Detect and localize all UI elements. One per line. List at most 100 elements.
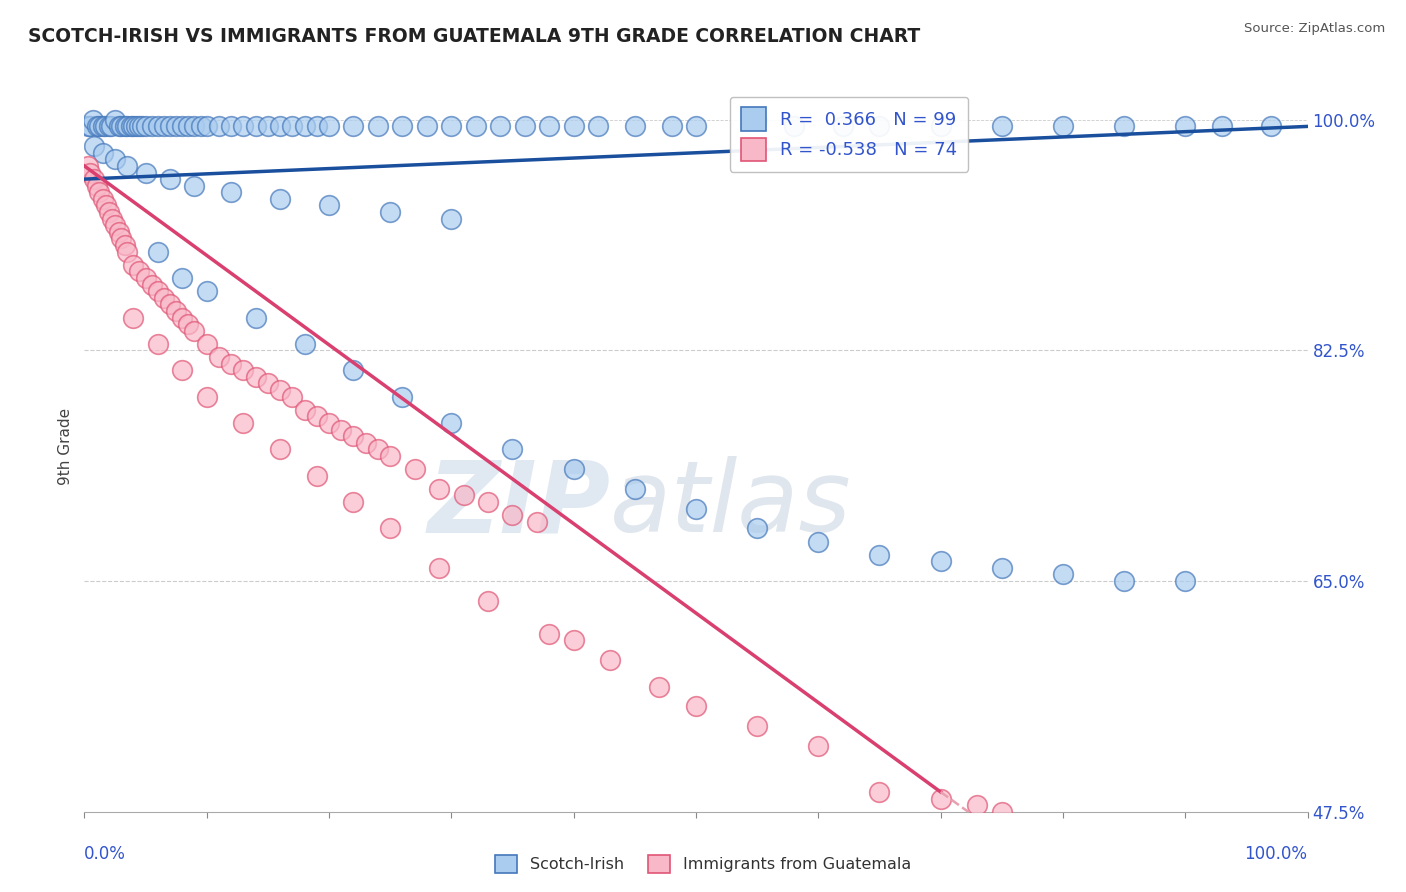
Point [104,112,127,127]
Point [526,515,548,529]
Point [477,594,499,608]
Point [195,284,218,298]
Point [77,120,100,134]
Point [183,178,205,193]
Point [562,462,585,476]
Point [538,120,561,134]
Text: ZIP: ZIP [427,456,610,553]
Point [416,120,439,134]
Point [257,120,280,134]
Point [172,120,194,134]
Text: SCOTCH-IRISH VS IMMIGRANTS FROM GUATEMALA 9TH GRADE CORRELATION CHART: SCOTCH-IRISH VS IMMIGRANTS FROM GUATEMAL… [28,27,921,45]
Point [502,442,524,457]
Point [1114,120,1136,134]
Point [146,284,169,298]
Point [94,120,117,134]
Point [624,120,647,134]
Point [391,390,413,404]
Point [245,120,267,134]
Point [219,120,242,134]
Point [77,159,100,173]
Point [562,120,585,134]
Point [367,120,389,134]
Point [190,120,212,134]
Point [1114,574,1136,588]
Point [661,120,683,134]
Point [538,627,561,641]
Point [1052,567,1074,582]
Point [281,120,304,134]
Point [172,271,194,285]
Point [380,449,402,463]
Point [1211,120,1233,134]
Point [115,244,138,259]
Point [1174,120,1197,134]
Point [427,482,450,496]
Text: 0.0%: 0.0% [84,845,127,863]
Point [991,120,1014,134]
Point [269,120,291,134]
Point [110,120,132,134]
Point [122,310,145,325]
Point [219,186,242,200]
Point [380,205,402,219]
Point [367,442,389,457]
Point [929,554,952,568]
Point [342,363,364,377]
Text: 100.0%: 100.0% [1244,845,1308,863]
Point [232,120,254,134]
Legend: R =  0.366   N = 99, R = -0.538   N = 74: R = 0.366 N = 99, R = -0.538 N = 74 [730,96,969,172]
Point [165,120,187,134]
Point [929,120,952,134]
Point [86,178,108,193]
Point [101,211,124,226]
Point [991,805,1014,819]
Point [440,211,463,226]
Point [599,653,621,667]
Point [685,120,707,134]
Point [159,172,181,186]
Point [115,120,138,134]
Point [153,291,176,305]
Point [114,120,136,134]
Point [120,120,142,134]
Point [747,719,769,733]
Point [685,501,707,516]
Point [685,699,707,714]
Point [97,120,120,134]
Point [195,336,218,351]
Point [440,120,463,134]
Point [183,120,205,134]
Point [807,534,830,549]
Point [97,205,120,219]
Point [172,310,194,325]
Point [208,120,231,134]
Point [502,508,524,523]
Point [1052,120,1074,134]
Point [128,120,150,134]
Point [135,165,157,179]
Point [146,244,169,259]
Point [128,264,150,278]
Point [91,192,114,206]
Point [294,402,316,417]
Point [391,120,413,134]
Point [281,390,304,404]
Point [342,429,364,443]
Point [477,495,499,509]
Point [783,120,806,134]
Point [330,423,353,437]
Point [464,120,486,134]
Point [747,521,769,535]
Point [87,120,110,134]
Point [122,120,145,134]
Point [172,363,194,377]
Point [195,120,218,134]
Point [86,120,108,134]
Point [146,336,169,351]
Point [831,120,853,134]
Point [131,120,153,134]
Point [177,120,200,134]
Point [305,409,328,424]
Point [141,120,163,134]
